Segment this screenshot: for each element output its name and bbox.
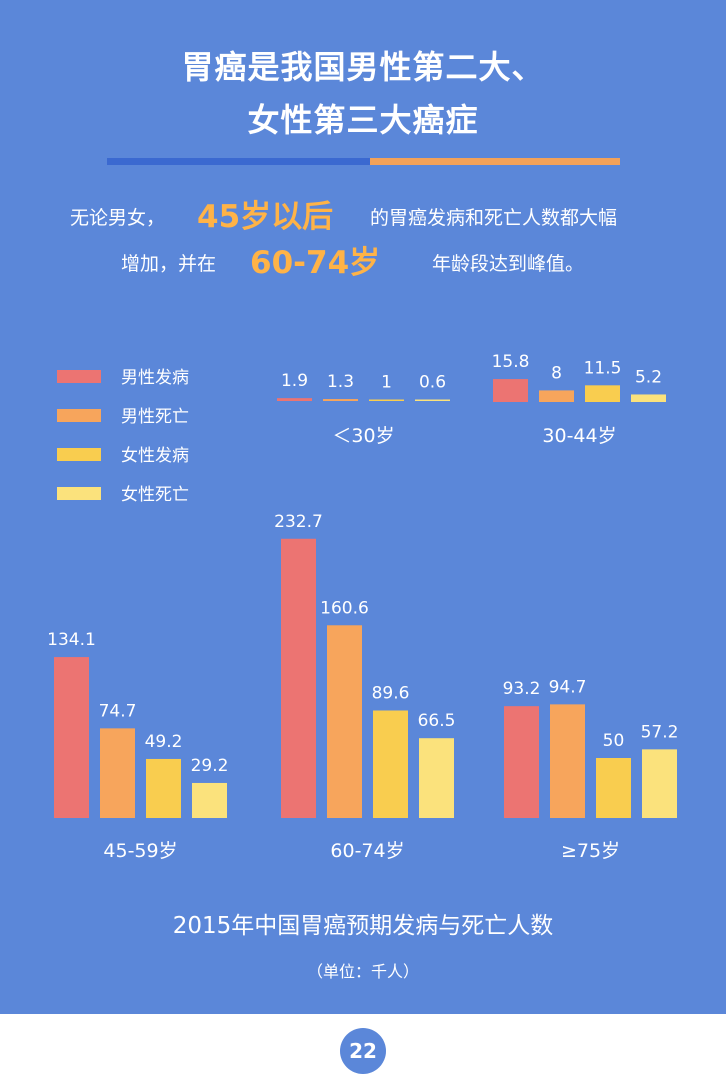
bar-2-3 <box>192 782 227 818</box>
legend-label: 男性发病 <box>121 368 189 388</box>
bar-2-0 <box>54 657 89 818</box>
legend-label: 男性死亡 <box>121 407 189 427</box>
value-label-2-3: 29.2 <box>191 756 229 776</box>
bar-1-2 <box>585 385 620 402</box>
bar-4-3 <box>642 749 677 818</box>
summary-text-3: 增加，并在 <box>121 253 217 275</box>
legend-label: 女性死亡 <box>121 485 189 505</box>
value-label-3-0: 232.7 <box>274 512 323 532</box>
page-title-line2: 女性第三大癌症 <box>247 101 479 139</box>
summary-highlight-age-45: 45岁以后 <box>197 199 334 235</box>
bar-2-1 <box>100 728 135 818</box>
bar-4-0 <box>504 706 539 818</box>
grouped-bar-chart: 1.9 1.3 1 0.6 ＜30岁 15.8 8 11.5 5.2 30-44岁 134.1 74.… <box>47 352 679 862</box>
bar-0-1 <box>323 399 358 401</box>
bar-0-2 <box>369 399 404 401</box>
category-label-3: 60-74岁 <box>330 840 404 862</box>
divider-orange <box>370 158 620 165</box>
chart-unit: （单位：千人） <box>306 962 419 981</box>
category-label-0: ＜30岁 <box>332 425 394 447</box>
category-label-1: 30-44岁 <box>542 425 616 447</box>
value-label-3-3: 66.5 <box>418 711 456 731</box>
summary-highlight-age-60-74: 60-74岁 <box>250 245 381 281</box>
legend-swatch <box>57 448 101 461</box>
category-label-4: ≥75岁 <box>561 840 620 862</box>
value-label-4-0: 93.2 <box>503 679 541 699</box>
value-label-3-2: 89.6 <box>372 683 410 703</box>
bar-1-1 <box>539 390 574 402</box>
bar-0-3 <box>415 399 450 401</box>
value-label-2-2: 49.2 <box>145 732 183 752</box>
summary-text-1: 无论男女， <box>70 207 166 229</box>
value-label-4-1: 94.7 <box>549 677 587 697</box>
legend-swatch <box>57 370 101 383</box>
bar-2-2 <box>146 758 181 818</box>
legend-label: 女性发病 <box>121 446 189 466</box>
page-title-line1: 胃癌是我国男性第二大、 <box>181 48 545 86</box>
bar-1-0 <box>493 379 528 402</box>
divider-blue <box>107 158 370 165</box>
legend-swatch <box>57 487 101 500</box>
bar-0-0 <box>277 398 312 401</box>
chart-title: 2015年中国胃癌预期发病与死亡人数 <box>172 913 554 939</box>
bar-4-1 <box>550 704 585 818</box>
value-label-3-1: 160.6 <box>320 598 369 618</box>
value-label-4-3: 57.2 <box>641 722 679 742</box>
value-label-4-2: 50 <box>603 731 625 751</box>
value-label-0-1: 1.3 <box>327 372 354 392</box>
bar-3-3 <box>419 738 454 818</box>
bar-3-1 <box>327 625 362 818</box>
legend-swatch <box>57 409 101 422</box>
summary-text-4: 年龄段达到峰值。 <box>432 253 585 275</box>
value-label-1-0: 15.8 <box>492 352 530 372</box>
page-number-badge: 22 <box>340 1028 386 1074</box>
category-label-2: 45-59岁 <box>103 840 177 862</box>
bar-3-2 <box>373 710 408 818</box>
value-label-1-1: 8 <box>551 363 562 383</box>
value-label-1-2: 11.5 <box>584 358 622 378</box>
bar-1-3 <box>631 394 666 402</box>
infographic-panel: 胃癌是我国男性第二大、 女性第三大癌症 无论男女， 45岁以后 的胃癌发病和死亡… <box>0 0 726 1014</box>
value-label-0-0: 1.9 <box>281 371 308 391</box>
summary-text-2: 的胃癌发病和死亡人数都大幅 <box>370 207 618 229</box>
value-label-2-1: 74.7 <box>99 701 137 721</box>
value-label-0-2: 1 <box>381 373 392 393</box>
bar-4-2 <box>596 758 631 818</box>
value-label-2-0: 134.1 <box>47 630 96 650</box>
value-label-1-3: 5.2 <box>635 367 662 387</box>
bar-3-0 <box>281 538 316 818</box>
value-label-0-3: 0.6 <box>419 373 446 393</box>
